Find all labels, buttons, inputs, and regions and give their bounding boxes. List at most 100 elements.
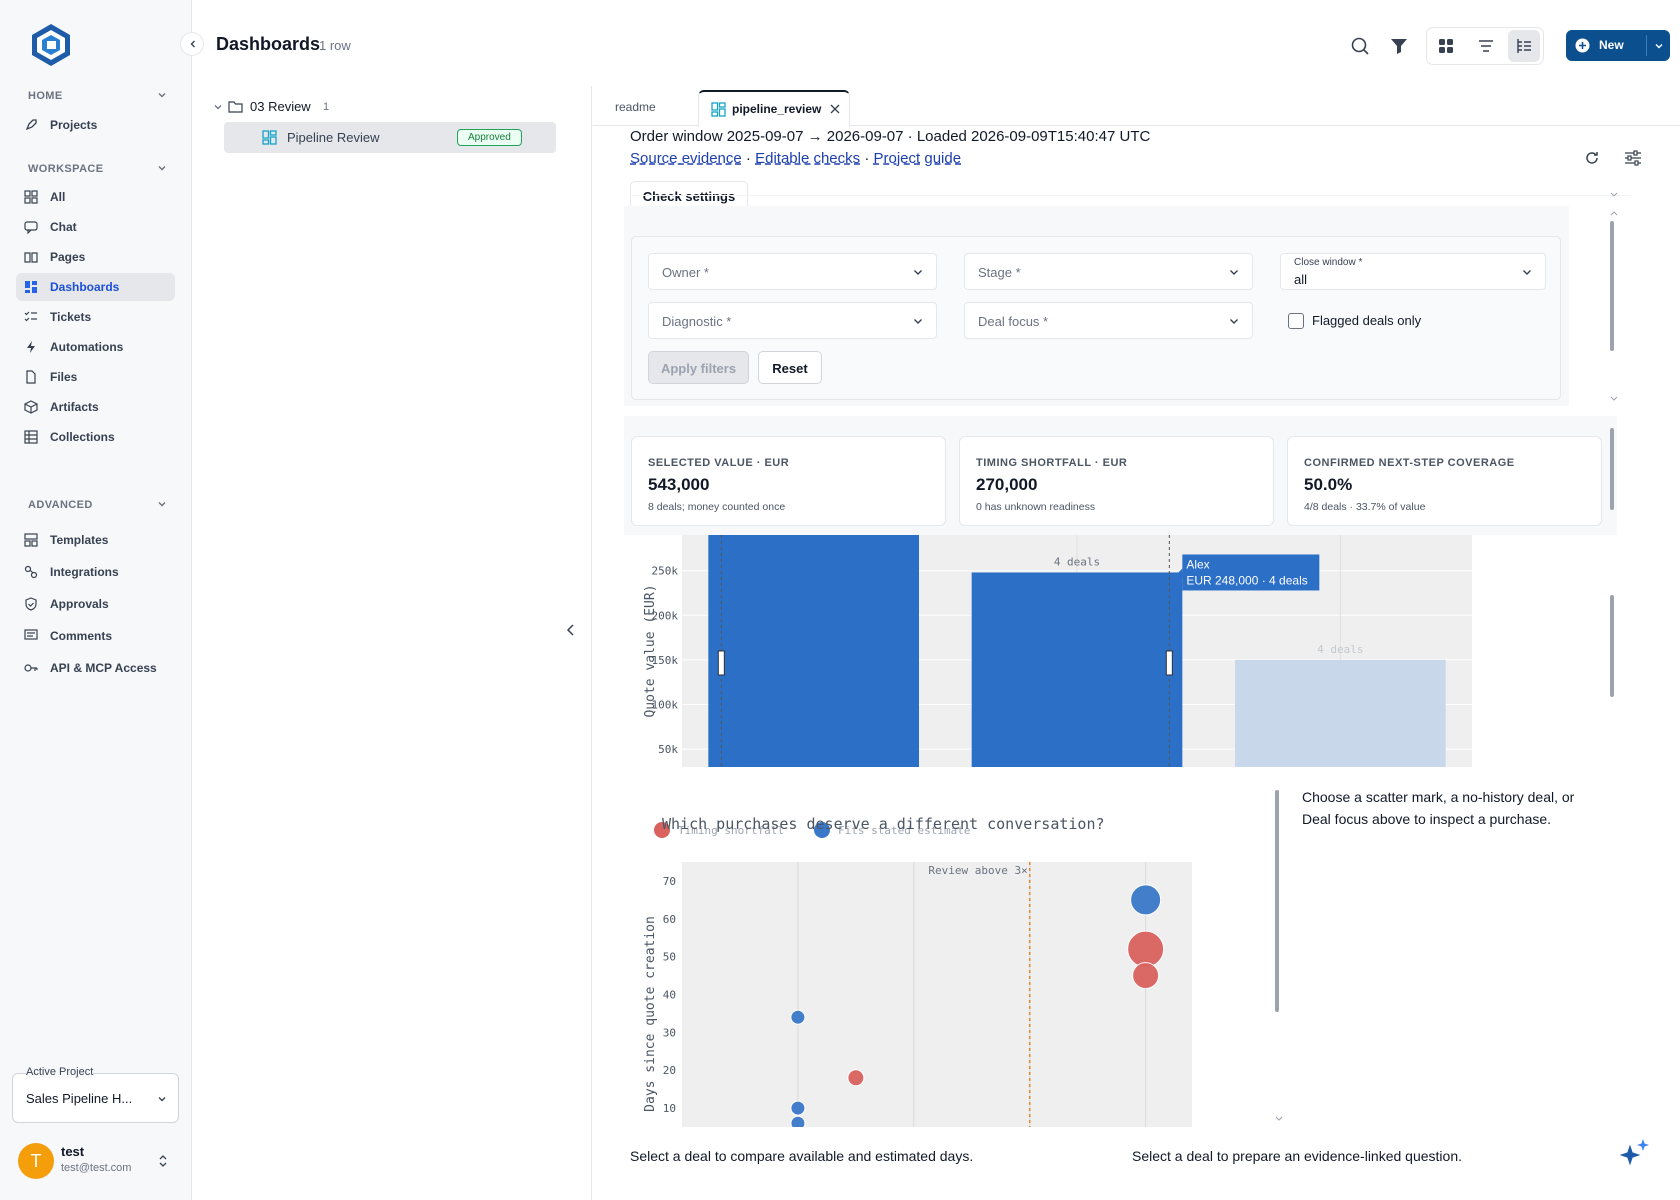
y-tick-label: 30 bbox=[663, 1026, 676, 1039]
sidebar-item-automations[interactable]: Automations bbox=[16, 333, 175, 361]
chevron-left-icon[interactable] bbox=[564, 622, 578, 638]
y-tick-label: 10 bbox=[663, 1102, 676, 1115]
kpi-title: CONFIRMED NEXT-STEP COVERAGE bbox=[1304, 457, 1515, 469]
tab-readme[interactable]: readme bbox=[593, 86, 691, 126]
active-project-value: Sales Pipeline H... bbox=[26, 1091, 133, 1106]
sidebar-item-artifacts[interactable]: Artifacts bbox=[16, 393, 175, 421]
new-button-group: New bbox=[1566, 30, 1670, 61]
y-tick-label: 20 bbox=[663, 1064, 676, 1077]
diagnostic-select[interactable]: Diagnostic * bbox=[648, 302, 937, 339]
sidebar-item-templates[interactable]: Templates bbox=[16, 526, 175, 554]
scroll-down-icon[interactable] bbox=[1610, 396, 1618, 402]
deal-focus-select[interactable]: Deal focus * bbox=[964, 302, 1253, 339]
scroll-down-icon[interactable] bbox=[1610, 192, 1618, 198]
sidebar-item-collections[interactable]: Collections bbox=[16, 423, 175, 451]
sidebar-item-integrations[interactable]: Integrations bbox=[16, 558, 175, 586]
tooltip-box bbox=[1182, 554, 1320, 591]
scroll-down-icon[interactable] bbox=[1275, 1116, 1283, 1122]
bar-chart-scrollbar[interactable] bbox=[1610, 595, 1614, 697]
sidebar-item-api-access[interactable]: API & MCP Access bbox=[16, 654, 175, 682]
reset-button[interactable]: Reset bbox=[758, 351, 822, 384]
owner-placeholder: Owner * bbox=[662, 265, 709, 280]
filter-scrollbar[interactable] bbox=[1610, 221, 1614, 351]
flagged-checkbox[interactable] bbox=[1288, 313, 1304, 329]
sidebar-item-label: API & MCP Access bbox=[50, 661, 157, 675]
close-window-select[interactable]: Close window * all bbox=[1280, 253, 1546, 290]
sidebar-item-tickets[interactable]: Tickets bbox=[16, 303, 175, 331]
separator: · bbox=[864, 150, 870, 167]
source-evidence-link[interactable]: Source evidence bbox=[630, 150, 742, 167]
tree-item-pipeline-review[interactable]: Pipeline Review Approved bbox=[224, 122, 556, 153]
bar-data-label: 4 deals bbox=[1054, 555, 1100, 568]
chevron-down-icon bbox=[158, 166, 166, 171]
rocket-icon bbox=[25, 119, 37, 131]
collapse-sidebar-button[interactable] bbox=[180, 32, 204, 56]
section-workspace-label: WORKSPACE bbox=[28, 163, 104, 175]
kpi-scrollbar[interactable] bbox=[1610, 428, 1614, 510]
chevron-down-icon bbox=[914, 319, 922, 324]
scatter-point bbox=[790, 1115, 806, 1127]
app-logo[interactable] bbox=[28, 22, 74, 68]
question-hint: Select a deal to prepare an evidence-lin… bbox=[1132, 1148, 1462, 1164]
stage-select[interactable]: Stage * bbox=[964, 253, 1253, 290]
chevron-down-icon bbox=[1655, 44, 1663, 49]
list-view-button[interactable] bbox=[1470, 30, 1502, 62]
legend-marker bbox=[814, 822, 830, 838]
new-dropdown-button[interactable] bbox=[1647, 30, 1670, 61]
section-home[interactable]: HOME bbox=[28, 90, 168, 102]
tree-view-button[interactable] bbox=[1508, 30, 1540, 62]
section-workspace[interactable]: WORKSPACE bbox=[28, 163, 168, 175]
filter-card: Owner * Stage * Close window * all Diagn… bbox=[631, 236, 1561, 400]
close-icon[interactable] bbox=[830, 104, 840, 114]
sliders-icon[interactable] bbox=[1624, 150, 1642, 166]
sparkle-icon[interactable] bbox=[1617, 1137, 1651, 1171]
chevron-left-icon bbox=[190, 40, 195, 48]
project-guide-link[interactable]: Project guide bbox=[873, 150, 962, 167]
active-project-select[interactable]: Sales Pipeline H... bbox=[12, 1073, 179, 1123]
sidebar-item-pages[interactable]: Pages bbox=[16, 243, 175, 271]
section-advanced[interactable]: ADVANCED bbox=[28, 499, 168, 511]
editable-checks-link[interactable]: Editable checks bbox=[755, 150, 861, 167]
scatter-scrollbar[interactable] bbox=[1275, 790, 1279, 1012]
y-axis-label: Days since quote creation bbox=[643, 916, 658, 1112]
question-panel: Select a deal to prepare an evidence-lin… bbox=[1126, 1137, 1620, 1177]
tooltip-pointer bbox=[1177, 568, 1183, 579]
refresh-icon[interactable] bbox=[1584, 150, 1600, 166]
diagnostic-placeholder: Diagnostic * bbox=[662, 314, 732, 329]
sidebar-item-all[interactable]: All bbox=[16, 183, 175, 211]
kpi-subtext: 8 deals; money counted once bbox=[648, 501, 786, 513]
chevron-down-icon bbox=[1230, 319, 1238, 324]
cube-icon bbox=[24, 400, 38, 414]
sidebar-item-label: Files bbox=[50, 370, 78, 384]
chevron-updown-icon[interactable] bbox=[157, 1153, 169, 1169]
grid-view-icon bbox=[1439, 39, 1453, 53]
scroll-up-icon[interactable] bbox=[1610, 210, 1618, 216]
stage-placeholder: Stage * bbox=[978, 265, 1021, 280]
sidebar-item-approvals[interactable]: Approvals bbox=[16, 590, 175, 618]
kpi-subtext: 4/8 deals · 33.7% of value bbox=[1304, 501, 1426, 513]
filter-button[interactable] bbox=[1383, 30, 1415, 62]
dashboard-icon bbox=[711, 102, 726, 117]
sidebar-item-label: Integrations bbox=[50, 565, 119, 579]
owner-select[interactable]: Owner * bbox=[648, 253, 937, 290]
sidebar-item-comments[interactable]: Comments bbox=[16, 622, 175, 650]
comment-icon bbox=[24, 629, 38, 640]
sidebar-item-dashboards[interactable]: Dashboards bbox=[16, 273, 175, 301]
tooltip-name: Alex bbox=[1186, 557, 1209, 571]
avatar[interactable]: T bbox=[18, 1143, 54, 1179]
tree-folder[interactable]: 03 Review 1 bbox=[212, 96, 542, 118]
dashboard-icon bbox=[25, 281, 37, 293]
search-button[interactable] bbox=[1344, 30, 1376, 62]
grid-view-button[interactable] bbox=[1430, 30, 1462, 62]
tab-pipeline-review[interactable]: pipeline_review bbox=[698, 90, 850, 127]
apply-filters-button[interactable]: Apply filters bbox=[648, 351, 749, 384]
folder-count: 1 bbox=[323, 101, 330, 113]
bar bbox=[971, 572, 1183, 767]
chat-icon bbox=[24, 221, 38, 234]
sidebar-item-chat[interactable]: Chat bbox=[16, 213, 175, 241]
sidebar-item-projects[interactable]: Projects bbox=[16, 111, 175, 139]
new-button[interactable]: New bbox=[1566, 30, 1646, 61]
table-icon bbox=[24, 430, 38, 444]
close-window-value: all bbox=[1294, 272, 1308, 287]
sidebar-item-files[interactable]: Files bbox=[16, 363, 175, 391]
